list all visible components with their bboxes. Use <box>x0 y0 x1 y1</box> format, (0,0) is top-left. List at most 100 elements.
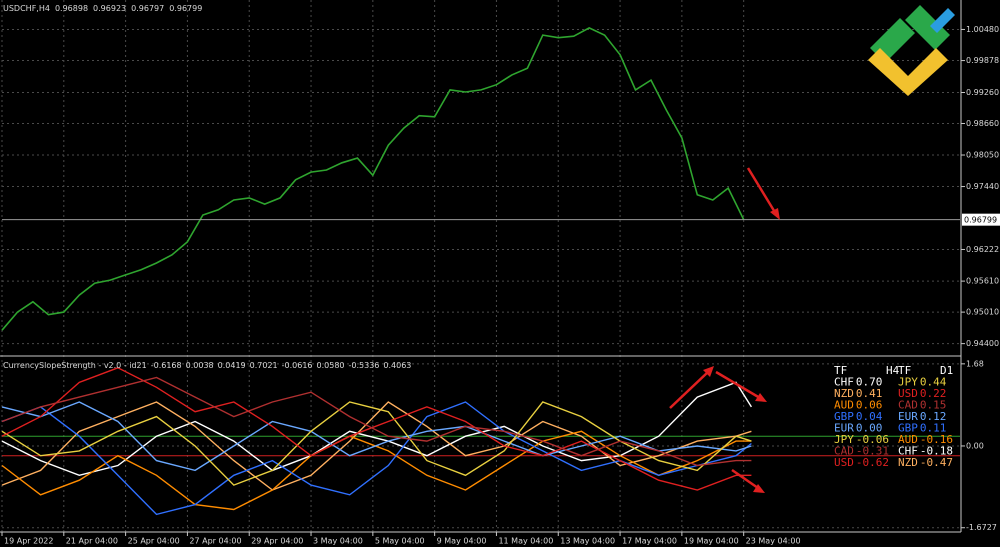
currency: USD <box>898 387 918 400</box>
strength: 0.15 <box>920 399 947 412</box>
strength: 0.04 <box>856 410 883 423</box>
x-tick-label: 9 May 04:00 <box>437 537 487 546</box>
y-tick-label: 0.98050 <box>966 151 999 160</box>
currency: JPY <box>898 376 918 389</box>
arrow <box>731 468 759 490</box>
x-tick-label: 3 May 04:00 <box>313 537 363 546</box>
table-cell: CHF -0.18 <box>898 445 953 458</box>
currency: CAD <box>834 445 854 458</box>
table-cell: EUR 0.12 <box>898 410 946 423</box>
y-tick-label: 0.99878 <box>966 56 999 65</box>
currency: USD <box>834 456 854 469</box>
table-cell: AUD 0.06 <box>834 399 882 412</box>
currency: AUD <box>834 399 854 412</box>
currency: AUD <box>898 433 918 446</box>
readout-value: 0.0580 <box>317 361 345 370</box>
readout-value: 0.0419 <box>218 361 246 370</box>
strength: 0.44 <box>920 376 947 389</box>
table-cell: CHF 0.70 <box>834 376 882 389</box>
indicator-header: CurrencySlopeStrength - v2.0 - id21 -0.61… <box>3 361 411 370</box>
currency: EUR <box>898 410 918 423</box>
strength: -0.16 <box>920 433 953 446</box>
y-tick-label: 0.99260 <box>966 88 999 97</box>
y-tick-label: 0.98660 <box>966 119 999 128</box>
arrow-head <box>770 208 780 220</box>
ohlc-value: 0.96923 <box>93 4 126 13</box>
arrow <box>715 370 761 400</box>
strength: 0.06 <box>856 399 883 412</box>
x-tick-label: 27 Apr 04:00 <box>189 537 241 546</box>
strength: 0.12 <box>920 410 947 423</box>
strength: 0.41 <box>856 387 883 400</box>
strength: -0.06 <box>856 433 889 446</box>
currency: CHF <box>898 445 918 458</box>
series-line <box>1 401 752 472</box>
strength: -0.18 <box>920 445 953 458</box>
arrow <box>669 371 709 409</box>
arrow <box>746 167 778 215</box>
y-tick-label: -1.6727 <box>966 523 997 532</box>
table-cell: JPY -0.06 <box>834 433 889 446</box>
current-price-label: 0.96799 <box>964 216 997 225</box>
table-cell: GBP 0.11 <box>898 422 946 435</box>
plot <box>1 27 960 516</box>
ohlc-value: 0.96898 <box>55 4 88 13</box>
strength: 0.11 <box>920 422 947 435</box>
series-line <box>1 367 752 491</box>
table-header: H4 <box>886 364 900 377</box>
currency: CAD <box>898 399 918 412</box>
series-line <box>1 376 752 467</box>
series-line <box>1 27 745 331</box>
ohlc-value: 0.96797 <box>131 4 164 13</box>
table-header: D1 <box>940 364 953 377</box>
table-cell: NZD -0.47 <box>898 456 953 469</box>
y-tick-label: 0.97440 <box>966 182 999 191</box>
x-tick-label: 5 May 04:00 <box>375 537 425 546</box>
logo <box>868 5 955 96</box>
series-line <box>1 401 752 516</box>
y-tick-label: 0.00 <box>966 441 984 450</box>
grid <box>1 0 960 532</box>
table-cell: USD -0.62 <box>834 456 889 469</box>
ohlc-value: 0.96799 <box>169 4 202 13</box>
logo-part <box>930 8 955 33</box>
x-tick-label: 17 May 04:00 <box>622 537 677 546</box>
currency: EUR <box>834 422 854 435</box>
logo-part <box>868 48 948 96</box>
strength: 0.70 <box>856 376 883 389</box>
table-cell: CAD 0.15 <box>898 399 946 412</box>
symbol: USDCHF,H4 <box>3 4 50 13</box>
x-tick-label: 13 May 04:00 <box>560 537 615 546</box>
logo-part <box>905 5 950 50</box>
arrow-head <box>703 366 714 377</box>
strength: -0.31 <box>856 445 889 458</box>
table-cell: USD 0.22 <box>898 387 946 400</box>
table-header: TF <box>834 364 847 377</box>
strength: -0.47 <box>920 456 953 469</box>
series-line <box>1 401 752 491</box>
y-tick-label: 0.95610 <box>966 277 999 286</box>
currency: CHF <box>834 376 854 389</box>
x-tick-label: 11 May 04:00 <box>498 537 553 546</box>
table-cell: CAD -0.31 <box>834 445 889 458</box>
currency: NZD <box>898 456 918 469</box>
strength: 0.00 <box>856 422 883 435</box>
current-price-box <box>962 213 1000 226</box>
y-tick-label: 0.95010 <box>966 308 999 317</box>
currency: GBP <box>898 422 918 435</box>
arrow-head <box>755 393 767 402</box>
y-tick-label: 1.68 <box>966 359 984 368</box>
y-tick-label: 0.96222 <box>966 245 999 254</box>
table-cell: JPY 0.44 <box>898 376 947 389</box>
x-tick-label: 29 Apr 04:00 <box>251 537 303 546</box>
readout-value: -0.5336 <box>349 361 380 370</box>
table-cell: AUD -0.16 <box>898 433 953 446</box>
annotations <box>669 167 780 493</box>
x-tick-label: 19 Apr 2022 <box>4 537 53 546</box>
strength: 0.22 <box>920 387 947 400</box>
x-tick-label: 25 Apr 04:00 <box>128 537 180 546</box>
readout-value: 0.0038 <box>186 361 214 370</box>
readout-value: 0.7021 <box>250 361 278 370</box>
x-tick-label: 19 May 04:00 <box>684 537 739 546</box>
